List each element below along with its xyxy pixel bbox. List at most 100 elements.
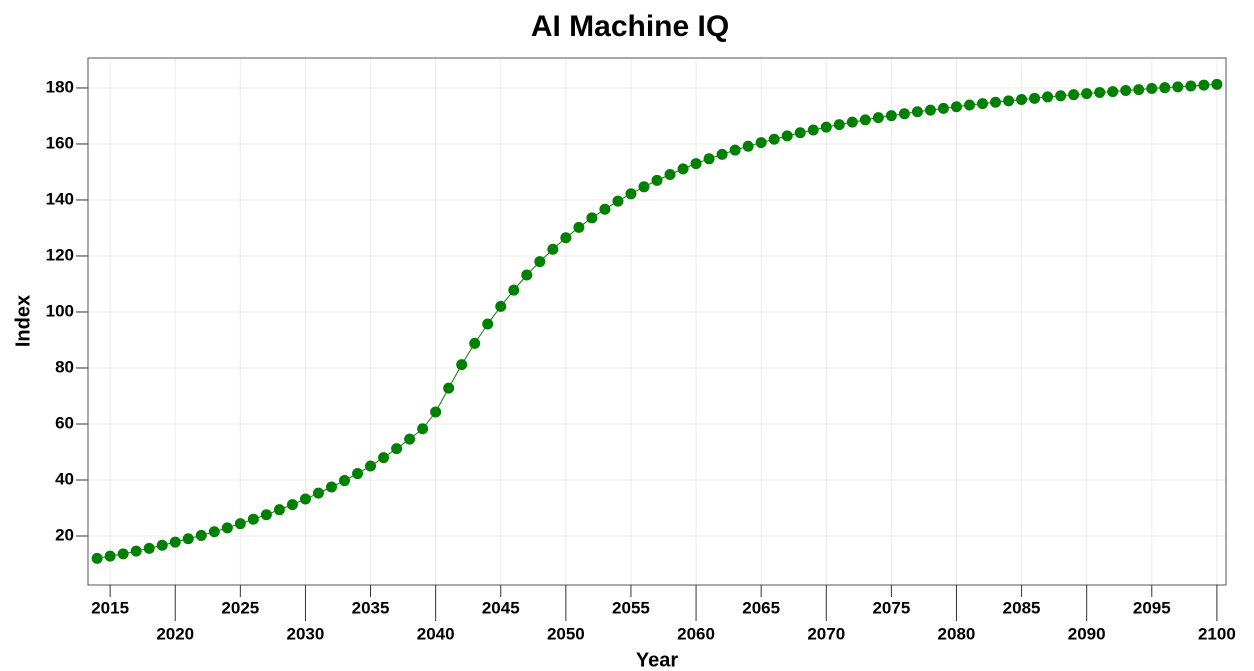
point: [430, 406, 442, 418]
point: [182, 533, 194, 545]
point: [1198, 79, 1210, 91]
chart-title: AI Machine IQ: [531, 10, 729, 43]
point: [703, 153, 715, 165]
x-tick-label: 2015: [91, 598, 129, 617]
x-tick-label: 2100: [1198, 624, 1236, 643]
point: [443, 382, 455, 394]
point: [963, 99, 975, 111]
point: [638, 181, 650, 193]
y-tick-label: 120: [46, 245, 74, 264]
point: [1055, 90, 1067, 102]
point: [1120, 84, 1132, 96]
point: [365, 460, 377, 472]
x-tick-label: 2075: [872, 598, 910, 617]
point: [286, 499, 298, 511]
point: [820, 121, 832, 133]
point: [534, 256, 546, 268]
point: [299, 493, 311, 505]
point: [260, 509, 272, 521]
point: [1068, 89, 1080, 101]
point: [560, 232, 572, 244]
point: [599, 203, 611, 215]
point: [1016, 93, 1028, 105]
point: [247, 513, 259, 525]
point: [1107, 86, 1119, 98]
y-axis-label: Index: [12, 295, 34, 347]
point: [690, 158, 702, 170]
y-tick-label: 20: [55, 525, 74, 544]
y-tick-label: 160: [46, 133, 74, 152]
point: [352, 468, 364, 480]
point: [885, 110, 897, 122]
x-tick-label: 2050: [547, 624, 585, 643]
point: [859, 114, 871, 126]
x-tick-label: 2060: [677, 624, 715, 643]
point: [495, 300, 507, 312]
x-tick-label: 2080: [938, 624, 976, 643]
point: [755, 137, 767, 149]
x-tick-label: 2030: [287, 624, 325, 643]
point: [651, 174, 663, 186]
point: [391, 443, 403, 455]
x-tick-label: 2095: [1133, 598, 1171, 617]
point: [508, 284, 520, 296]
line: [97, 83, 1217, 559]
point: [924, 104, 936, 116]
point: [742, 140, 754, 152]
point: [1211, 78, 1223, 90]
point: [91, 552, 103, 564]
point: [898, 108, 910, 120]
point: [378, 452, 390, 464]
grid: [88, 58, 1226, 585]
point: [573, 221, 585, 233]
point: [325, 481, 337, 493]
x-tick-label: 2020: [156, 624, 194, 643]
point: [1172, 81, 1184, 93]
point: [469, 337, 481, 349]
point: [937, 102, 949, 114]
point: [404, 433, 416, 445]
point: [130, 545, 142, 557]
point: [1003, 95, 1015, 107]
point: [547, 243, 559, 255]
point: [677, 163, 689, 175]
point: [833, 119, 845, 131]
x-tick-label: 2045: [482, 598, 520, 617]
point: [521, 269, 533, 281]
point: [1185, 80, 1197, 92]
x-tick-label: 2070: [807, 624, 845, 643]
point: [273, 504, 285, 516]
y-tick-label: 140: [46, 189, 74, 208]
y-tick-label: 60: [55, 413, 74, 432]
x-axis-label: Year: [636, 649, 678, 671]
point: [1146, 83, 1158, 95]
point: [169, 536, 181, 548]
point: [612, 195, 624, 207]
point: [950, 101, 962, 113]
point: [1081, 88, 1093, 100]
point: [117, 548, 129, 560]
point: [781, 130, 793, 142]
point: [794, 127, 806, 139]
point: [104, 550, 116, 562]
point: [208, 526, 220, 538]
point: [768, 133, 780, 145]
point: [1029, 92, 1041, 104]
point: [339, 475, 351, 487]
point: [1159, 82, 1171, 94]
point: [417, 423, 429, 435]
point: [156, 539, 168, 551]
point: [1042, 91, 1054, 103]
point: [195, 529, 207, 541]
x-tick-label: 2025: [221, 598, 259, 617]
point: [1133, 84, 1145, 96]
point: [716, 148, 728, 160]
point: [846, 116, 858, 128]
x-tick-label: 2085: [1003, 598, 1041, 617]
point: [312, 487, 324, 499]
y-tick-label: 100: [46, 301, 74, 320]
x-tick-label: 2055: [612, 598, 650, 617]
y-tick-label: 80: [55, 357, 74, 376]
point: [807, 124, 819, 136]
